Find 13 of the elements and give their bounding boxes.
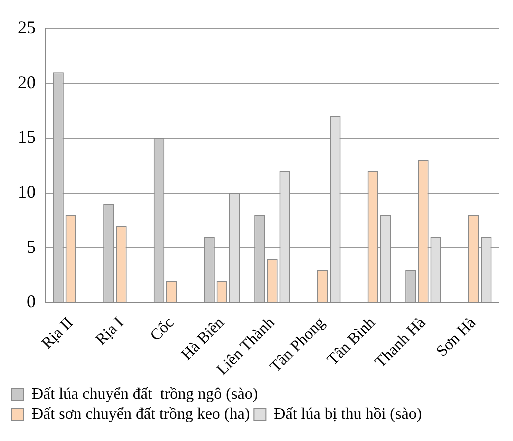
y-tick-label: 25 bbox=[18, 18, 36, 38]
legend-label: Đất lúa chuyển đất trồng ngô (sào) bbox=[32, 386, 258, 404]
legend-label: Đất sơn chuyển đất trồng keo (ha) bbox=[32, 406, 250, 424]
legend-label: Đất lúa bị thu hồi (sào) bbox=[274, 406, 422, 424]
x-tick-label: Rịa I bbox=[92, 314, 128, 349]
x-tick-label: Rịa II bbox=[38, 314, 77, 353]
x-tick-label: Sơn Hà bbox=[434, 314, 480, 360]
x-tick-label: Cốc bbox=[147, 314, 178, 345]
y-tick-label: 0 bbox=[27, 292, 36, 312]
y-tick-label: 10 bbox=[18, 182, 36, 202]
y-tick-label: 5 bbox=[27, 236, 36, 257]
y-tick-label: 15 bbox=[18, 127, 36, 148]
y-tick-label: 20 bbox=[18, 72, 36, 92]
